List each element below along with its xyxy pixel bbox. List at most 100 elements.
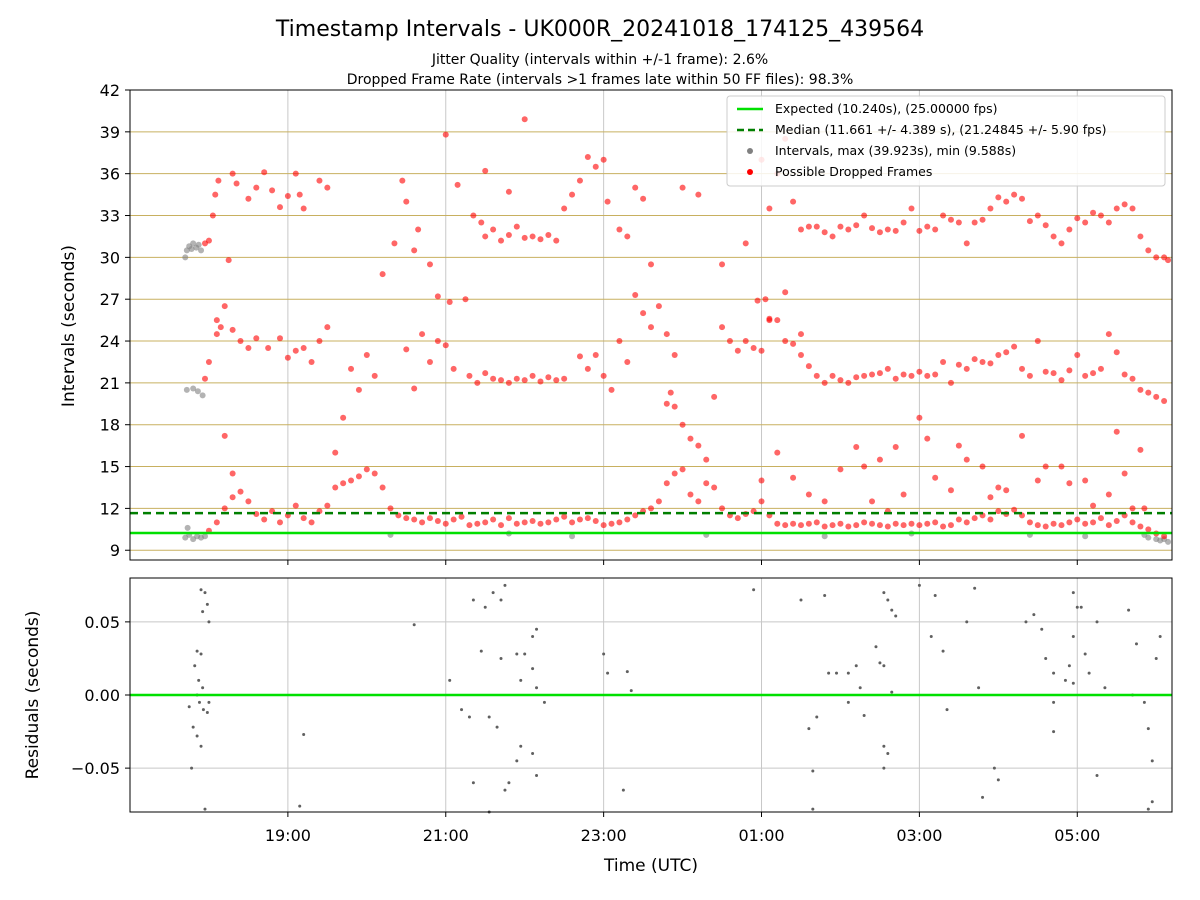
dropped-frame-point bbox=[924, 520, 931, 527]
dropped-frame-point bbox=[1129, 519, 1136, 526]
dropped-frame-point bbox=[245, 498, 252, 505]
residual-point bbox=[503, 583, 507, 587]
dropped-frame-point bbox=[979, 463, 986, 470]
dropped-frame-point bbox=[379, 271, 386, 278]
dropped-frame-point bbox=[861, 372, 868, 379]
residual-point bbox=[1063, 678, 1067, 682]
dropped-frame-point bbox=[529, 372, 536, 379]
dropped-frame-point bbox=[419, 331, 426, 338]
dropped-frame-point bbox=[955, 516, 962, 523]
dropped-frame-point bbox=[837, 377, 844, 384]
dropped-frame-point bbox=[1066, 519, 1073, 526]
ytick-label: 36 bbox=[100, 165, 120, 184]
dropped-frame-point bbox=[734, 515, 741, 522]
residual-point bbox=[1083, 652, 1087, 656]
intervals-ylabel: Intervals (seconds) bbox=[59, 245, 79, 407]
residual-point bbox=[981, 795, 985, 799]
dropped-frame-point bbox=[276, 335, 283, 342]
residual-point bbox=[846, 671, 850, 675]
dropped-frame-point bbox=[505, 188, 512, 195]
residual-point bbox=[992, 766, 996, 770]
dropped-frame-point bbox=[1105, 219, 1112, 226]
dropped-frame-point bbox=[276, 519, 283, 526]
dropped-frame-point bbox=[947, 379, 954, 386]
interval-point bbox=[1145, 534, 1152, 541]
dropped-frame-point bbox=[355, 473, 362, 480]
dropped-frame-point bbox=[995, 351, 1002, 358]
dropped-frame-point bbox=[853, 374, 860, 381]
dropped-frame-point bbox=[758, 347, 765, 354]
dropped-frame-point bbox=[355, 386, 362, 393]
residual-point bbox=[479, 649, 483, 653]
dropped-frame-point bbox=[790, 198, 797, 205]
chart-subtitle-dropped: Dropped Frame Rate (intervals >1 frames … bbox=[347, 72, 854, 88]
dropped-frame-point bbox=[884, 365, 891, 372]
residual-point bbox=[503, 788, 507, 792]
dropped-frame-point bbox=[213, 317, 220, 324]
dropped-frame-point bbox=[1145, 247, 1152, 254]
dropped-frame-point bbox=[876, 522, 883, 529]
dropped-frame-point bbox=[797, 331, 804, 338]
dropped-frame-point bbox=[892, 444, 899, 451]
dropped-frame-point bbox=[774, 317, 781, 324]
dropped-frame-point bbox=[687, 491, 694, 498]
dropped-frame-point bbox=[884, 523, 891, 530]
dropped-frame-point bbox=[1050, 233, 1057, 240]
residual-point bbox=[460, 708, 464, 712]
ytick-label: 15 bbox=[100, 458, 120, 477]
dropped-frame-point bbox=[955, 219, 962, 226]
residual-point bbox=[491, 591, 495, 595]
dropped-frame-point bbox=[1034, 477, 1041, 484]
dropped-frame-point bbox=[537, 378, 544, 385]
dropped-frame-point bbox=[742, 240, 749, 247]
dropped-frame-point bbox=[1113, 205, 1120, 212]
residual-point bbox=[602, 652, 606, 656]
ytick-label: 9 bbox=[110, 541, 120, 560]
dropped-frame-point bbox=[205, 237, 212, 244]
dropped-frame-point bbox=[576, 516, 583, 523]
dropped-frame-point bbox=[1129, 505, 1136, 512]
dropped-frame-point bbox=[505, 232, 512, 239]
residual-point bbox=[207, 620, 211, 624]
dropped-frame-point bbox=[212, 191, 219, 198]
dropped-frame-point bbox=[1050, 520, 1057, 527]
dropped-frame-point bbox=[348, 365, 355, 372]
dropped-frame-point bbox=[600, 522, 607, 529]
residual-point bbox=[471, 598, 475, 602]
residual-point bbox=[193, 664, 197, 668]
interval-point bbox=[190, 385, 197, 392]
dropped-frame-point bbox=[1121, 470, 1128, 477]
dropped-frame-point bbox=[403, 515, 410, 522]
ytick-label: 24 bbox=[100, 332, 120, 351]
xaxis-label: Time (UTC) bbox=[603, 856, 698, 876]
residual-point bbox=[197, 678, 201, 682]
dropped-frame-point bbox=[869, 498, 876, 505]
residual-point bbox=[1087, 671, 1091, 675]
residual-point bbox=[1079, 605, 1083, 609]
dropped-frame-point bbox=[876, 229, 883, 236]
dropped-frame-point bbox=[947, 522, 954, 529]
residual-point bbox=[629, 689, 633, 693]
residual-point bbox=[1095, 620, 1099, 624]
xtick-label: 05:00 bbox=[1054, 826, 1100, 845]
residual-point bbox=[606, 671, 610, 675]
dropped-frame-point bbox=[900, 219, 907, 226]
dropped-frame-point bbox=[482, 233, 489, 240]
dropped-frame-point bbox=[908, 520, 915, 527]
dropped-frame-point bbox=[513, 520, 520, 527]
dropped-frame-point bbox=[261, 516, 268, 523]
ytick-label: 33 bbox=[100, 207, 120, 226]
interval-point bbox=[195, 241, 202, 248]
dropped-frame-point bbox=[253, 335, 260, 342]
residual-point bbox=[752, 588, 756, 592]
dropped-frame-point bbox=[201, 375, 208, 382]
residual-point bbox=[531, 752, 535, 755]
residual-point bbox=[515, 652, 519, 656]
dropped-frame-point bbox=[924, 372, 931, 379]
dropped-frame-point bbox=[1113, 428, 1120, 435]
dropped-frame-point bbox=[853, 444, 860, 451]
dropped-frame-point bbox=[1141, 505, 1148, 512]
dropped-frame-point bbox=[1074, 351, 1081, 358]
residual-point bbox=[523, 652, 527, 656]
dropped-frame-point bbox=[876, 456, 883, 463]
